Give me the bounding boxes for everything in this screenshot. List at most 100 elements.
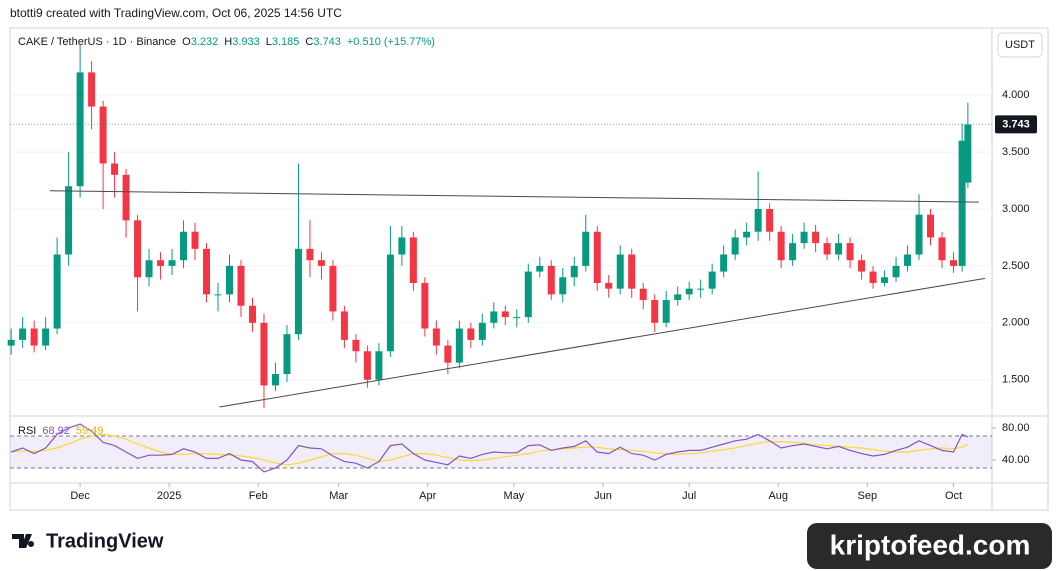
candle-body (536, 265, 544, 272)
candle-body (363, 351, 371, 380)
symbol: CAKE / TetherUS · 1D · Binance (18, 36, 176, 48)
candle-body (605, 282, 613, 289)
candle-body (329, 265, 337, 312)
candle-body (513, 317, 521, 319)
last-price-label: 3.743 (1002, 118, 1030, 130)
candle-body (225, 265, 233, 295)
rsi-name: RSI (18, 425, 36, 437)
x-tick-label: Feb (249, 490, 268, 502)
candle-body (720, 254, 728, 272)
candle-body (674, 294, 682, 301)
candle-body (754, 208, 762, 232)
candle-body (800, 231, 808, 244)
candle-body (65, 186, 73, 255)
c-value: 3.743 (313, 36, 341, 48)
candle-body (111, 163, 119, 175)
o-label: O (182, 36, 191, 48)
candle-body (19, 328, 27, 340)
candle-body (958, 140, 966, 266)
currency[interactable]: USDT (1005, 39, 1035, 51)
brand-logo: TradingView (12, 530, 164, 552)
candle-body (651, 300, 659, 323)
candle-body (490, 311, 498, 323)
candle-body (214, 294, 222, 296)
candle-body (455, 328, 463, 363)
x-tick-label: Jun (594, 490, 612, 502)
l-label: L (266, 36, 272, 48)
candle-body (99, 106, 107, 164)
y-tick-label: 3.000 (1002, 203, 1030, 215)
candle-body (835, 243, 843, 255)
candle-body (421, 282, 429, 329)
candle-body (145, 260, 153, 278)
candle-body (444, 345, 452, 363)
x-tick-label: Oct (945, 490, 962, 502)
rsi-line (10, 423, 969, 473)
candle-body (248, 305, 256, 323)
candle-body (375, 351, 383, 380)
candle-body (294, 248, 302, 335)
y-tick-label: 2.000 (1002, 317, 1030, 329)
candle-body (352, 339, 360, 352)
candle-body (789, 243, 797, 261)
x-tick-label: Aug (768, 490, 788, 502)
candle-body (157, 260, 165, 266)
candle-body (524, 271, 532, 318)
h-label: H (224, 36, 232, 48)
x-tick-label: 2025 (157, 490, 181, 502)
watermark-box (807, 523, 1052, 569)
o-value: 3.232 (191, 36, 219, 48)
candle-body (203, 248, 211, 295)
candle-body (409, 237, 417, 283)
watermark: kriptofeed.com (830, 529, 1031, 560)
candle-body (7, 339, 15, 346)
l-value: 3.185 (272, 36, 300, 48)
candle-body (76, 72, 84, 187)
last-price-box (995, 115, 1037, 134)
candle-body (340, 311, 348, 340)
candle-body (122, 174, 130, 221)
trendline (49, 190, 979, 203)
candle-body (559, 277, 567, 295)
candle-body (938, 237, 946, 261)
candle-body (467, 328, 475, 340)
candle-body (317, 260, 325, 266)
candle-body (478, 322, 486, 340)
rsi-value: 68.92 (42, 425, 70, 437)
candle-body (616, 254, 624, 289)
candle-body (858, 260, 866, 272)
y-tick-label: 2.500 (1002, 260, 1030, 272)
candle-body (823, 243, 831, 255)
candle-body (306, 248, 314, 261)
candle-body (812, 231, 820, 244)
candle-body (180, 231, 188, 261)
trendline (219, 277, 986, 408)
candle-body (915, 214, 923, 255)
x-tick-label: Mar (329, 490, 348, 502)
candle-body (869, 271, 877, 283)
y-tick-label: 3.500 (1002, 146, 1030, 158)
candle-body (731, 237, 739, 255)
candle-body (42, 328, 50, 346)
x-tick-label: Jul (682, 490, 696, 502)
currency-button[interactable] (997, 32, 1043, 58)
brand: TradingView (46, 530, 164, 552)
candle-body (639, 288, 647, 301)
candle-body (53, 254, 61, 329)
credit: btotti9 created with TradingView.com, Oc… (10, 6, 342, 20)
c-label: C (305, 36, 313, 48)
h-value: 3.933 (232, 36, 260, 48)
candle-body (237, 265, 245, 306)
candle-body (697, 288, 705, 290)
x-tick-label: Sep (858, 490, 878, 502)
candle-body (582, 231, 590, 266)
x-tick-label: Apr (419, 490, 436, 502)
candle-body (570, 265, 578, 278)
candle-body (881, 277, 889, 283)
candle-body (501, 311, 509, 318)
candle-body (846, 243, 854, 261)
rsi-tick-label: 80.00 (1002, 422, 1030, 434)
candle-body (271, 374, 279, 386)
logo-icon (12, 534, 35, 548)
